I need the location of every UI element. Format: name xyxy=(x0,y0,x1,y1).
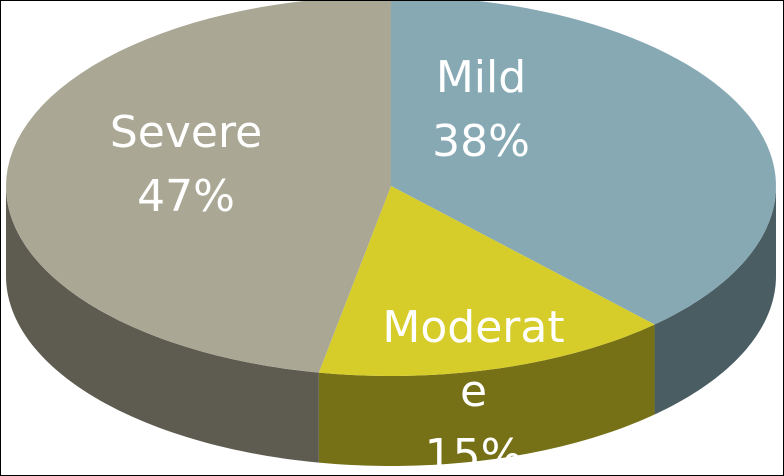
value-label: 38% xyxy=(432,116,530,167)
slice-side xyxy=(318,324,655,466)
slice xyxy=(391,1,776,325)
category-label: Moderate xyxy=(382,302,565,417)
value-label: 15% xyxy=(424,430,523,476)
category-label: Severe xyxy=(109,107,263,158)
slice-label: Mild 38% xyxy=(396,46,566,174)
slice xyxy=(6,1,391,373)
slice-side xyxy=(654,186,776,415)
slice-label: Severe 47% xyxy=(86,101,286,229)
slice-label: Moderate 15% xyxy=(381,296,566,476)
slice xyxy=(318,186,655,376)
slice-side xyxy=(6,186,319,463)
category-label: Mild xyxy=(435,52,527,103)
value-label: 47% xyxy=(137,171,235,222)
